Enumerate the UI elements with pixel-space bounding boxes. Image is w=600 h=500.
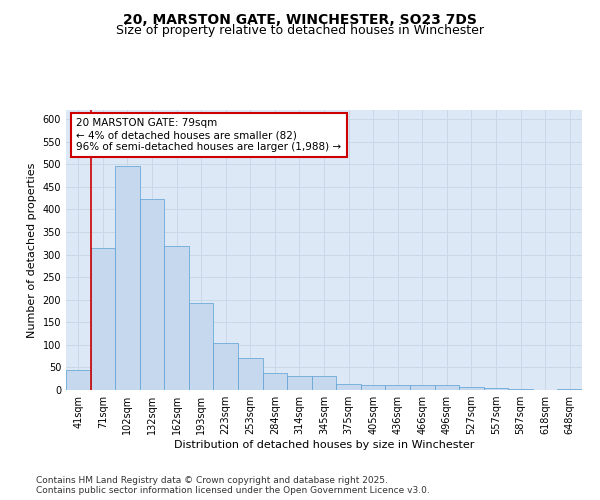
Text: 20 MARSTON GATE: 79sqm
← 4% of detached houses are smaller (82)
96% of semi-deta: 20 MARSTON GATE: 79sqm ← 4% of detached … [76, 118, 341, 152]
Text: Contains HM Land Registry data © Crown copyright and database right 2025.
Contai: Contains HM Land Registry data © Crown c… [36, 476, 430, 495]
Bar [459, 388, 484, 390]
Bar [484, 388, 508, 390]
Bar [189, 303, 214, 390]
Bar [410, 384, 434, 390]
Text: Size of property relative to detached houses in Winchester: Size of property relative to detached ho… [116, 24, 484, 37]
Bar [312, 376, 336, 390]
Bar [263, 374, 287, 390]
Bar [66, 370, 91, 390]
Bar [508, 389, 533, 390]
Text: 20, MARSTON GATE, WINCHESTER, SO23 7DS: 20, MARSTON GATE, WINCHESTER, SO23 7DS [123, 12, 477, 26]
Bar [361, 385, 385, 390]
Bar [140, 200, 164, 390]
Bar [115, 166, 140, 390]
Bar [287, 376, 312, 390]
Bar [336, 384, 361, 390]
Bar [385, 384, 410, 390]
Y-axis label: Number of detached properties: Number of detached properties [27, 162, 37, 338]
Bar [434, 386, 459, 390]
Bar [91, 248, 115, 390]
Bar [238, 358, 263, 390]
Bar [164, 246, 189, 390]
Bar [214, 342, 238, 390]
X-axis label: Distribution of detached houses by size in Winchester: Distribution of detached houses by size … [174, 440, 474, 450]
Bar [557, 389, 582, 390]
